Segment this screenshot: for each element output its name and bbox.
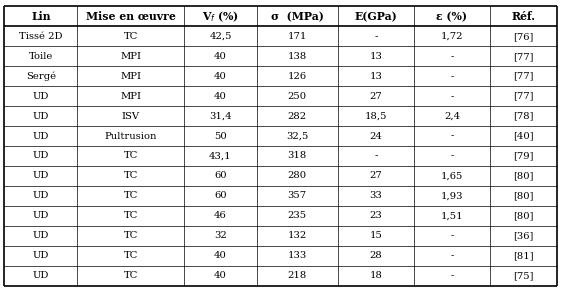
Text: 2,4: 2,4: [444, 112, 460, 121]
Text: 1,93: 1,93: [441, 191, 463, 200]
Text: UD: UD: [33, 152, 49, 161]
Text: Toile: Toile: [29, 52, 53, 61]
Text: [77]: [77]: [513, 92, 534, 101]
Text: Pultrusion: Pultrusion: [104, 131, 157, 140]
Text: TC: TC: [123, 32, 138, 41]
Text: TC: TC: [123, 231, 138, 240]
Text: UD: UD: [33, 112, 49, 121]
Text: 42,5: 42,5: [209, 32, 232, 41]
Text: Lin: Lin: [31, 11, 50, 22]
Text: [77]: [77]: [513, 72, 534, 81]
Text: 126: 126: [288, 72, 307, 81]
Text: -: -: [450, 92, 454, 101]
Text: 46: 46: [214, 211, 227, 220]
Text: -: -: [450, 52, 454, 61]
Text: 32,5: 32,5: [286, 131, 309, 140]
Text: 18: 18: [369, 271, 382, 280]
Text: MPI: MPI: [120, 92, 141, 101]
Text: 32: 32: [214, 231, 227, 240]
Text: UD: UD: [33, 191, 49, 200]
Text: 31,4: 31,4: [209, 112, 232, 121]
Text: 15: 15: [369, 231, 382, 240]
Text: 33: 33: [369, 191, 382, 200]
Text: -: -: [450, 72, 454, 81]
Text: UD: UD: [33, 251, 49, 260]
Text: [80]: [80]: [513, 171, 534, 180]
Text: 27: 27: [369, 92, 382, 101]
Text: Mise en œuvre: Mise en œuvre: [86, 11, 176, 22]
Text: MPI: MPI: [120, 52, 141, 61]
Text: 24: 24: [369, 131, 382, 140]
Text: [40]: [40]: [513, 131, 534, 140]
Text: 1,65: 1,65: [441, 171, 463, 180]
Text: 27: 27: [369, 171, 382, 180]
Text: UD: UD: [33, 231, 49, 240]
Text: [80]: [80]: [513, 211, 534, 220]
Text: Réf.: Réf.: [511, 11, 535, 22]
Text: 1,72: 1,72: [441, 32, 463, 41]
Text: -: -: [450, 131, 454, 140]
Text: MPI: MPI: [120, 72, 141, 81]
Text: 13: 13: [369, 72, 382, 81]
Text: UD: UD: [33, 271, 49, 280]
Text: TC: TC: [123, 251, 138, 260]
Text: Tissé 2D: Tissé 2D: [19, 32, 63, 41]
Text: 60: 60: [214, 191, 227, 200]
Text: [77]: [77]: [513, 52, 534, 61]
Text: 40: 40: [214, 271, 227, 280]
Text: -: -: [450, 271, 454, 280]
Text: [78]: [78]: [513, 112, 534, 121]
Text: [80]: [80]: [513, 191, 534, 200]
Text: E(GPa): E(GPa): [355, 11, 397, 22]
Text: 50: 50: [214, 131, 227, 140]
Text: UD: UD: [33, 92, 49, 101]
Text: 250: 250: [288, 92, 307, 101]
Text: 318: 318: [288, 152, 307, 161]
Text: -: -: [374, 32, 378, 41]
Text: [75]: [75]: [513, 271, 534, 280]
Text: Sergé: Sergé: [26, 72, 56, 81]
Text: 171: 171: [288, 32, 307, 41]
Text: [81]: [81]: [513, 251, 534, 260]
Text: 28: 28: [369, 251, 382, 260]
Text: -: -: [374, 152, 378, 161]
Text: 133: 133: [288, 251, 307, 260]
Text: 23: 23: [369, 211, 382, 220]
Text: 40: 40: [214, 251, 227, 260]
Text: 357: 357: [288, 191, 307, 200]
Text: 138: 138: [288, 52, 307, 61]
Text: 280: 280: [288, 171, 307, 180]
Text: 282: 282: [288, 112, 307, 121]
Text: [36]: [36]: [513, 231, 534, 240]
Text: 43,1: 43,1: [209, 152, 232, 161]
Text: 13: 13: [369, 52, 382, 61]
Text: 40: 40: [214, 92, 227, 101]
Text: ε (%): ε (%): [436, 11, 467, 22]
Text: TC: TC: [123, 211, 138, 220]
Text: TC: TC: [123, 171, 138, 180]
Text: TC: TC: [123, 191, 138, 200]
Text: UD: UD: [33, 171, 49, 180]
Text: 18,5: 18,5: [365, 112, 387, 121]
Text: TC: TC: [123, 271, 138, 280]
Text: 60: 60: [214, 171, 227, 180]
Text: TC: TC: [123, 152, 138, 161]
Text: 132: 132: [288, 231, 307, 240]
Text: UD: UD: [33, 211, 49, 220]
Text: [76]: [76]: [513, 32, 534, 41]
Text: V$_f$ (%): V$_f$ (%): [202, 9, 239, 24]
Text: 40: 40: [214, 72, 227, 81]
Text: ISV: ISV: [122, 112, 140, 121]
Text: [79]: [79]: [513, 152, 534, 161]
Text: -: -: [450, 231, 454, 240]
Text: 1,51: 1,51: [441, 211, 463, 220]
Text: 235: 235: [288, 211, 307, 220]
Text: -: -: [450, 251, 454, 260]
Text: 40: 40: [214, 52, 227, 61]
Text: 218: 218: [288, 271, 307, 280]
Text: UD: UD: [33, 131, 49, 140]
Text: -: -: [450, 152, 454, 161]
Text: σ  (MPa): σ (MPa): [271, 11, 324, 22]
